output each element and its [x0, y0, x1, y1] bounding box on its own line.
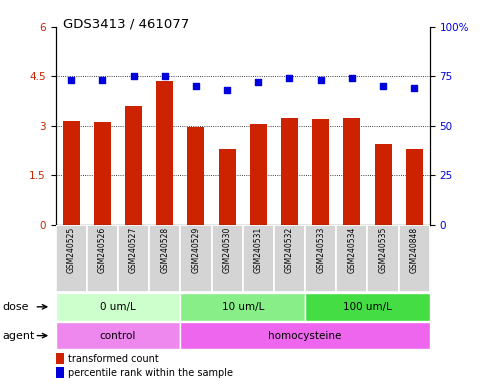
Point	[99, 77, 106, 83]
Bar	[250, 124, 267, 225]
Point	[285, 75, 293, 81]
Bar	[180, 322, 430, 349]
Bar	[125, 106, 142, 225]
Bar	[374, 144, 392, 225]
Bar	[56, 367, 64, 378]
Bar	[242, 225, 274, 292]
Text: GSM240526: GSM240526	[98, 227, 107, 273]
Point	[317, 77, 325, 83]
Text: GSM240531: GSM240531	[254, 227, 263, 273]
Point	[411, 85, 418, 91]
Text: GSM240528: GSM240528	[160, 227, 169, 273]
Text: GSM240525: GSM240525	[67, 227, 76, 273]
Text: transformed count: transformed count	[68, 354, 158, 364]
Bar	[368, 225, 398, 292]
Bar	[312, 119, 329, 225]
Bar	[343, 118, 360, 225]
Bar	[94, 122, 111, 225]
Point	[379, 83, 387, 89]
Bar	[180, 293, 305, 321]
Text: 100 um/L: 100 um/L	[343, 302, 392, 312]
Text: 10 um/L: 10 um/L	[222, 302, 264, 312]
Text: GSM240534: GSM240534	[347, 227, 356, 273]
Text: 0 um/L: 0 um/L	[100, 302, 136, 312]
Text: GSM240532: GSM240532	[285, 227, 294, 273]
Text: GSM240527: GSM240527	[129, 227, 138, 273]
Bar	[87, 225, 118, 292]
Text: GSM240848: GSM240848	[410, 227, 419, 273]
Bar	[281, 118, 298, 225]
Point	[192, 83, 200, 89]
Bar	[149, 225, 180, 292]
Text: GSM240529: GSM240529	[191, 227, 200, 273]
Point	[161, 73, 169, 79]
Point	[255, 79, 262, 85]
Bar	[187, 127, 204, 225]
Bar	[118, 225, 149, 292]
Bar	[406, 149, 423, 225]
Bar	[398, 225, 430, 292]
Text: percentile rank within the sample: percentile rank within the sample	[68, 367, 232, 378]
Point	[67, 77, 75, 83]
Bar	[212, 225, 242, 292]
Bar	[56, 322, 180, 349]
Bar	[56, 353, 64, 364]
Bar	[56, 293, 180, 321]
Text: GSM240533: GSM240533	[316, 227, 325, 273]
Text: agent: agent	[2, 331, 35, 341]
Text: homocysteine: homocysteine	[269, 331, 342, 341]
Point	[223, 87, 231, 93]
Text: GSM240535: GSM240535	[379, 227, 387, 273]
Text: dose: dose	[2, 302, 29, 312]
Text: GSM240530: GSM240530	[223, 227, 232, 273]
Point	[348, 75, 356, 81]
Bar	[218, 149, 236, 225]
Point	[129, 73, 137, 79]
Bar	[156, 81, 173, 225]
Bar	[305, 225, 336, 292]
Bar	[336, 225, 368, 292]
Bar	[305, 293, 430, 321]
Bar	[63, 121, 80, 225]
Bar	[180, 225, 212, 292]
Bar	[274, 225, 305, 292]
Text: GDS3413 / 461077: GDS3413 / 461077	[63, 17, 189, 30]
Text: control: control	[100, 331, 136, 341]
Bar	[56, 225, 87, 292]
